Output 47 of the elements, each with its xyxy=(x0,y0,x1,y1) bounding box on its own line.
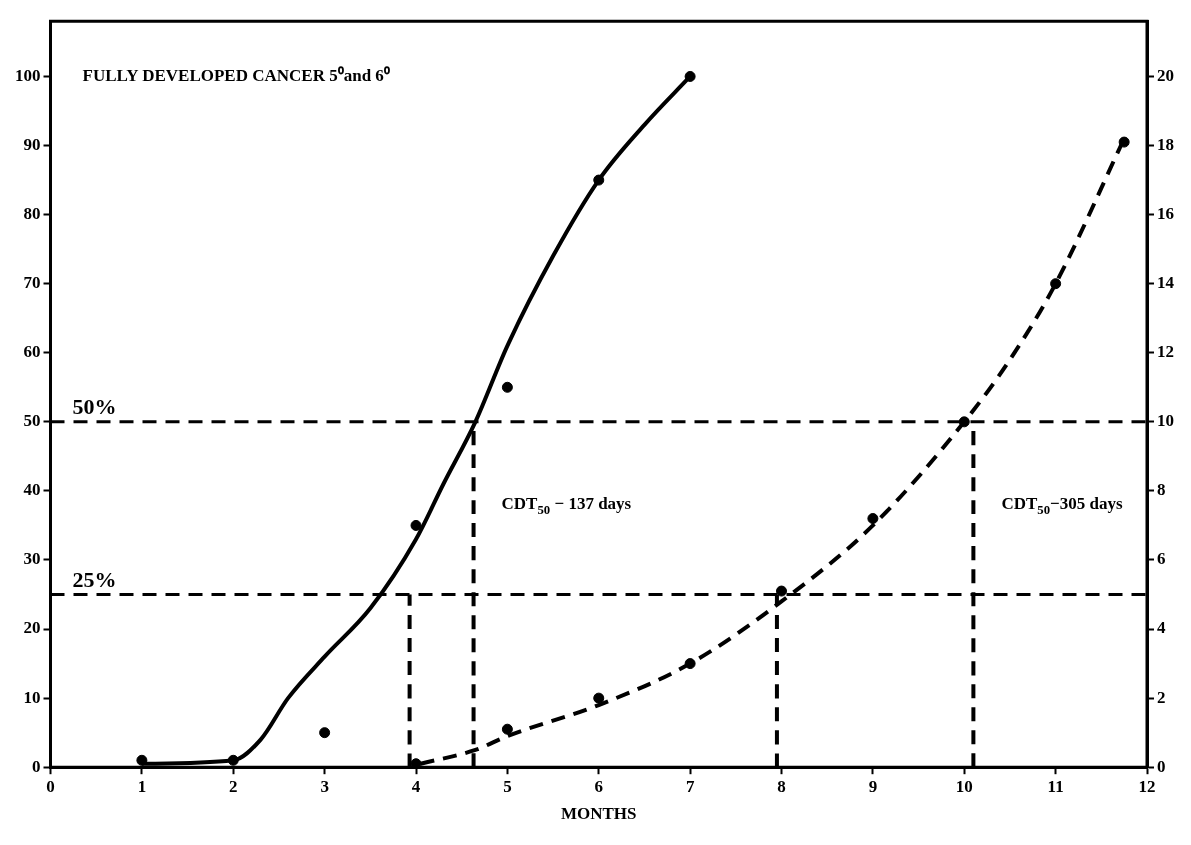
y2-tick-label: 6 xyxy=(1157,549,1166,569)
point xyxy=(776,585,787,597)
y2-tick-label: 10 xyxy=(1157,411,1174,431)
y-tick-label: 30 xyxy=(23,549,41,569)
x-axis-title: MONTHS xyxy=(560,804,637,824)
y2-tick-label: 0 xyxy=(1157,756,1166,776)
x-tick-label: 4 xyxy=(411,776,421,796)
y2-tick-label: 14 xyxy=(1157,273,1175,293)
y-tick-label: 60 xyxy=(23,342,41,362)
y2-tick-label: 16 xyxy=(1157,204,1174,223)
y2-tick-label: 12 xyxy=(1157,342,1174,362)
y2-tick-label: 18 xyxy=(1157,134,1174,154)
point xyxy=(410,519,422,531)
y-tick-label: 90 xyxy=(23,134,41,154)
y-tick-label: 70 xyxy=(23,273,41,293)
ref-line-label: 50% xyxy=(72,393,117,419)
y-tick-label: 0 xyxy=(32,756,41,776)
y2-tick-label: 8 xyxy=(1157,480,1166,500)
y-tick-label: 40 xyxy=(23,480,41,500)
y2-tick-label: 4 xyxy=(1157,618,1166,638)
point xyxy=(501,723,513,735)
x-tick-label: 6 xyxy=(594,776,603,796)
y-tick-label: 20 xyxy=(23,618,41,638)
x-tick-label: 2 xyxy=(229,776,238,796)
point xyxy=(867,513,879,525)
x-tick-label: 3 xyxy=(320,776,329,796)
x-tick-label: 11 xyxy=(1047,776,1064,796)
y-tick-label: 50 xyxy=(23,411,41,431)
x-tick-label: 8 xyxy=(777,776,786,796)
x-tick-label: 1 xyxy=(137,776,147,796)
point xyxy=(319,727,331,739)
point xyxy=(1050,278,1062,290)
text: FULLY DEVELOPED CANCER 5⁰and 6⁰ xyxy=(82,65,390,85)
y-tick-label: 80 xyxy=(23,204,41,223)
x-tick-label: 12 xyxy=(1138,776,1156,796)
x-tick-label: 10 xyxy=(955,776,973,796)
ref-line-label: 25% xyxy=(72,566,117,592)
x-tick-label: 7 xyxy=(685,776,695,796)
point xyxy=(501,381,513,393)
y-tick-label: 100 xyxy=(15,65,41,85)
y-tick-label: 10 xyxy=(23,687,41,707)
y2-tick-label: 20 xyxy=(1157,65,1174,85)
x-tick-label: 5 xyxy=(503,776,512,796)
x-tick-label: 0 xyxy=(46,776,55,796)
y2-tick-label: 2 xyxy=(1157,687,1166,707)
x-tick-label: 9 xyxy=(868,776,878,796)
point xyxy=(593,692,605,704)
